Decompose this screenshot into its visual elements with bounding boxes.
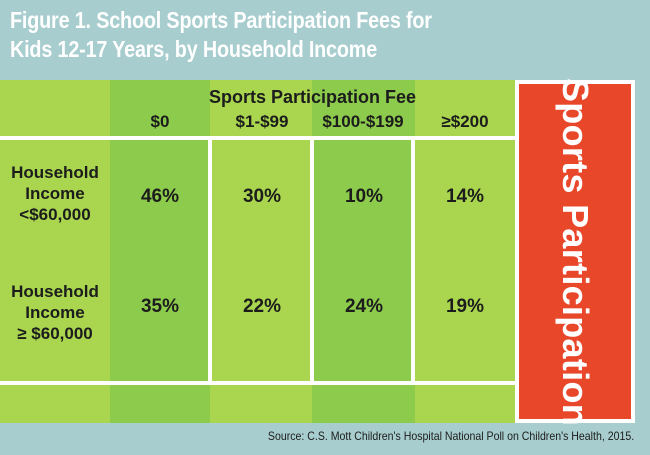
chart-title-line-2: Kids 12-17 Years, by Household Income xyxy=(10,36,378,62)
column-group-label: Sports Participation Fee xyxy=(208,87,417,107)
cell-r0-c2: 10% xyxy=(344,186,384,207)
chart-title: Figure 1. School Sports Participation Fe… xyxy=(10,6,457,64)
cell-r1-c1: 22% xyxy=(242,296,282,317)
field-divider-3 xyxy=(411,136,415,385)
cell-r1-c0: 35% xyxy=(140,296,180,317)
row-header-0-line-3: <$60,000 xyxy=(19,205,91,224)
row-header-1-line-3: ≥ $60,000 xyxy=(17,324,93,343)
cell-r0-c0: 46% xyxy=(140,186,180,207)
column-header-3: ≥$200 xyxy=(441,112,489,131)
row-header-1-line-2: Income xyxy=(25,303,85,322)
row-header-0-line-2: Income xyxy=(25,184,85,203)
endzone xyxy=(519,84,631,419)
column-header-0: $0 xyxy=(150,112,170,131)
cell-r1-c2: 24% xyxy=(344,296,384,317)
field-line-bottom xyxy=(0,381,515,385)
cell-r0-c3: 14% xyxy=(445,186,485,207)
row-header-1-line-1: Household xyxy=(11,282,99,301)
source-note: Source: C.S. Mott Children's Hospital Na… xyxy=(267,429,634,443)
field-divider-2 xyxy=(310,136,314,385)
chart-title-line-1: Figure 1. School Sports Participation Fe… xyxy=(10,7,432,33)
row-header-0-line-1: Household xyxy=(11,163,99,182)
cell-r0-c1: 30% xyxy=(242,186,282,207)
field-divider-1 xyxy=(208,136,212,385)
column-header-1: $1-$99 xyxy=(235,112,289,131)
row-header-0: Household Income <$60,000 xyxy=(0,162,110,225)
cell-r1-c3: 19% xyxy=(445,296,485,317)
field-line-top xyxy=(0,136,515,140)
endzone-label: Sports Participation xyxy=(555,77,596,427)
column-header-2: $100-$199 xyxy=(322,112,404,131)
row-header-1: Household Income ≥ $60,000 xyxy=(0,281,110,344)
